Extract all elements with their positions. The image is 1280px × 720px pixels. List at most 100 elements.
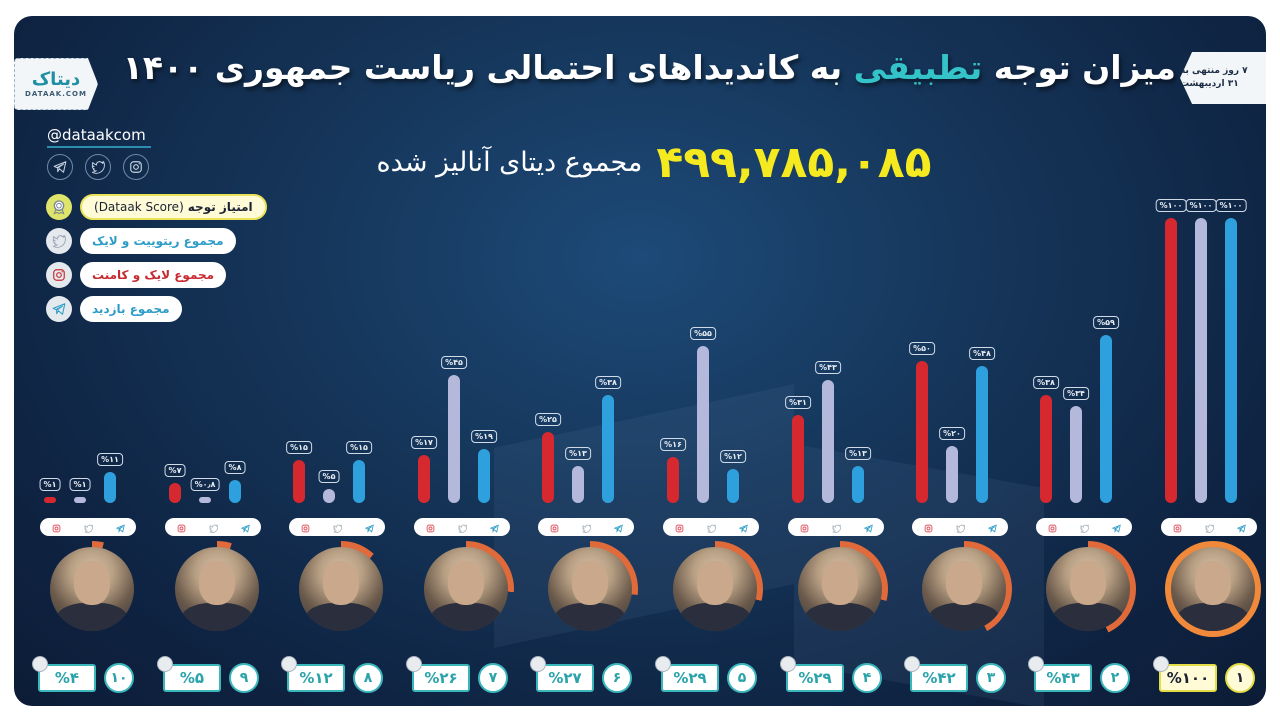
bar-tg: %۴۸ <box>969 342 995 503</box>
logo-domain: DATAAK.COM <box>25 90 87 98</box>
social-handle[interactable]: @dataakcom <box>47 126 151 148</box>
bar-tg: %۵۹ <box>1093 311 1119 503</box>
title-part-2: به کاندیداهای احتمالی ریاست جمهوری ۱۴۰۰ <box>122 48 843 87</box>
bar-value-label: %۵ <box>318 469 340 483</box>
bar-value-label: %۲۵ <box>535 412 561 426</box>
dataak-score: %۲۹ <box>786 664 844 692</box>
telegram-icon <box>987 518 997 537</box>
rank-badge: ۷ <box>478 663 508 693</box>
dataak-score: %۱۰۰ <box>1159 664 1217 692</box>
bar-group: %۵۰ %۲۰ %۴۸ <box>904 176 1014 536</box>
rank-badge: ۸ <box>353 663 383 693</box>
bar-fill <box>792 414 804 503</box>
platform-icon-strip <box>538 518 634 536</box>
bar-value-label: %۱۵ <box>286 441 312 455</box>
bar-value-label: %۱۹ <box>471 429 497 443</box>
social-links <box>47 154 149 180</box>
bar-value-label: %۱۳ <box>845 446 871 460</box>
score-row: %۴۲ ۳ <box>904 656 1014 696</box>
dataak-logo[interactable]: دیتاک DATAAK.COM <box>14 58 98 110</box>
date-line-2: ۳۱ اردیبهشت <box>1180 79 1239 89</box>
twitter-icon <box>457 518 468 537</box>
bar-value-label: %۱۰۰ <box>1215 199 1247 212</box>
telegram-icon <box>115 518 125 537</box>
total-data-analyzed: ۴۹۹,۷۸۵,۰۸۵ مجموع دیتای آنالیز شده <box>294 134 1014 190</box>
telegram-icon <box>863 518 873 537</box>
instagram-icon <box>177 518 186 537</box>
instagram-icon <box>46 262 72 288</box>
candidate-photo <box>175 547 259 631</box>
bar-ig: %۳۱ <box>785 391 811 503</box>
twitter-icon <box>955 518 966 537</box>
platform-icon-strip <box>289 518 385 536</box>
twitter-icon <box>208 518 219 537</box>
bar-ig: %۱۵ <box>286 436 312 503</box>
bar-tw: %۳۴ <box>1063 382 1089 503</box>
bar-tw: %۲۰ <box>939 422 965 503</box>
twitter-icon[interactable] <box>85 154 111 180</box>
bar-group: %۳۱ %۴۳ %۱۳ <box>780 176 890 536</box>
telegram-icon[interactable] <box>47 154 73 180</box>
candidate-photo <box>424 547 508 631</box>
chart-legend: امتیاز توجه (Dataak Score) مجموع ریتوییت… <box>46 194 267 330</box>
candidate-card: %۱۲ ۸ <box>281 541 391 701</box>
candidate-photo <box>1171 547 1255 631</box>
platform-icon-strip <box>165 518 261 536</box>
instagram-icon <box>1173 518 1182 537</box>
bar-group: %۲۵ %۱۳ %۳۸ <box>530 176 640 536</box>
bar-group: %۱۰۰ %۱۰۰ %۱۰۰ <box>1153 176 1263 536</box>
bar-tw: %۱۳ <box>565 442 591 503</box>
legend-item-telegram: مجموع بازدید <box>46 296 267 322</box>
bar-tw: %۴۵ <box>441 351 467 503</box>
bar-tg: %۱۰۰ <box>1215 194 1247 503</box>
bar-tw: %۵۵ <box>690 322 716 503</box>
bar-ig: %۱ <box>39 473 61 503</box>
bar-fill <box>74 497 86 503</box>
score-row: %۴ ۱۰ <box>32 656 142 696</box>
dataak-score: %۴۲ <box>910 664 968 692</box>
rank-badge: ۵ <box>727 663 757 693</box>
bar-value-label: %۴۵ <box>441 355 467 369</box>
candidate-card: %۴۲ ۳ <box>904 541 1014 701</box>
bar-fill <box>293 460 305 503</box>
bar-fill <box>1225 218 1237 503</box>
award-badge-icon <box>780 656 796 672</box>
bar-ig: %۲۵ <box>535 408 561 503</box>
bar-ig: %۵۰ <box>909 337 935 503</box>
bar-fill <box>1165 218 1177 503</box>
twitter-icon <box>706 518 717 537</box>
bar-fill <box>946 446 958 503</box>
bar-fill <box>572 465 584 503</box>
candidate-card: %۲۹ ۴ <box>780 541 890 701</box>
instagram-icon <box>675 518 684 537</box>
bar-value-label: %۱ <box>39 478 61 491</box>
rank-badge: ۶ <box>602 663 632 693</box>
bar-fill <box>448 374 460 503</box>
dataak-score: %۴ <box>38 664 96 692</box>
rank-badge: ۱۰ <box>104 663 134 693</box>
twitter-icon <box>83 518 94 537</box>
bar-tw: %۵ <box>318 465 340 503</box>
bar-fill <box>852 465 864 503</box>
instagram-icon[interactable] <box>123 154 149 180</box>
bar-tg: %۸ <box>224 456 246 503</box>
rank-badge: ۱ <box>1225 663 1255 693</box>
legend-item-twitter: مجموع ریتوییت و لایک <box>46 228 267 254</box>
bar-tg: %۱۱ <box>97 448 123 503</box>
telegram-icon <box>489 518 499 537</box>
bar-value-label: %۱۰۰ <box>1185 199 1217 212</box>
bar-fill <box>169 483 181 503</box>
award-badge-icon <box>406 656 422 672</box>
infographic-canvas: دیتاک DATAAK.COM ۷ روز منتهی به ۳۱ اردیب… <box>14 16 1266 706</box>
bar-group: %۱۵ %۵ %۱۵ <box>281 176 391 536</box>
bar-value-label: %۳۱ <box>785 395 811 409</box>
bar-fill <box>697 346 709 503</box>
bar-ig: %۱۷ <box>411 431 437 503</box>
bar-tw: %۴۳ <box>815 356 841 503</box>
instagram-icon <box>924 518 933 537</box>
legend-label-telegram: مجموع بازدید <box>80 296 182 322</box>
legend-text: امتیاز توجه <box>187 200 253 214</box>
instagram-icon <box>426 518 435 537</box>
candidate-photo <box>673 547 757 631</box>
bar-group: %۷ %۰٫۸ %۸ <box>157 176 267 536</box>
